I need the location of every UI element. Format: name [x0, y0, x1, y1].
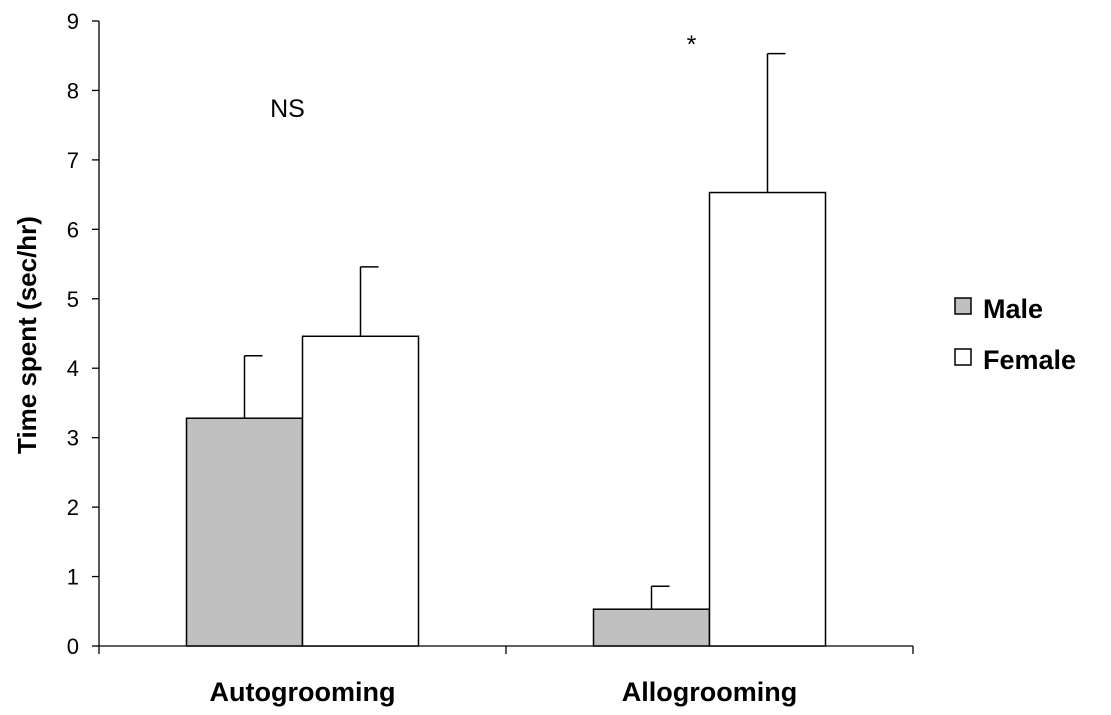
bars — [185, 52, 827, 647]
bar-female-autogrooming — [301, 335, 420, 647]
y-tick-label: 5 — [67, 287, 79, 312]
y-tick-label: 1 — [67, 565, 79, 590]
annotations: NS * — [270, 31, 697, 123]
significance-marker: * — [687, 31, 697, 59]
y-tick-label: 0 — [67, 634, 79, 659]
y-axis: 0 1 2 3 4 5 6 7 8 9 — [67, 9, 100, 659]
x-category-label: Allogrooming — [622, 677, 797, 707]
y-tick-label: 3 — [67, 426, 79, 451]
bar-male-allogrooming — [592, 608, 711, 647]
legend-label: Male — [983, 294, 1043, 324]
legend-swatch — [954, 297, 972, 315]
legend-label: Female — [983, 345, 1076, 375]
y-tick-label: 4 — [67, 356, 79, 381]
bar-male-autogrooming — [185, 417, 304, 647]
y-tick-label: 9 — [67, 9, 79, 34]
legend: Male Female — [954, 294, 1076, 375]
y-tick-label: 8 — [67, 78, 79, 103]
annotation-ns: NS — [270, 95, 305, 123]
x-category-label: Autogrooming — [210, 677, 396, 707]
y-tick-label: 7 — [67, 148, 79, 173]
y-tick-label: 6 — [67, 217, 79, 242]
legend-swatch — [954, 348, 972, 366]
y-tick-label: 2 — [67, 495, 79, 520]
y-axis-title: Time spent (sec/hr) — [12, 216, 42, 454]
x-axis: Autogrooming Allogrooming — [98, 645, 914, 707]
bar-female-allogrooming — [708, 191, 827, 647]
